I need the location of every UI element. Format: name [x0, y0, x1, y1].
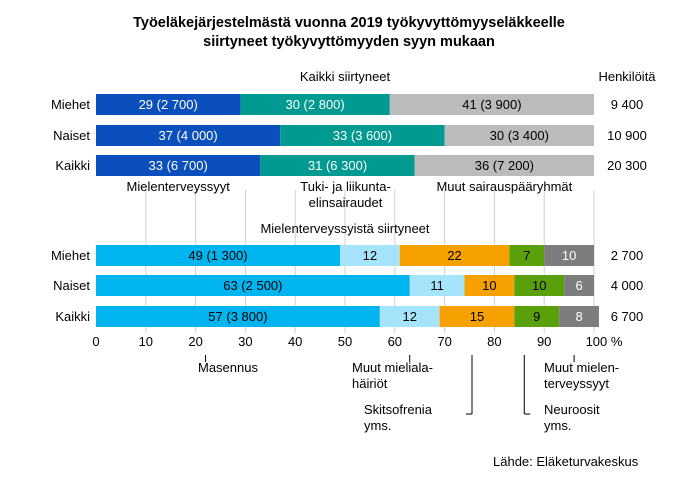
data-label: 22 [447, 248, 461, 263]
category-label: Kaikki [55, 158, 90, 173]
legend-label: elinsairaudet [309, 195, 383, 210]
data-label: 12 [363, 248, 377, 263]
x-tick-label: 40 [288, 334, 302, 349]
x-tick-label: 50 [338, 334, 352, 349]
callout-label: yms. [364, 418, 391, 433]
data-label: 10 [482, 278, 496, 293]
data-label: 33 (3 600) [333, 128, 392, 143]
x-tick-label: 80 [487, 334, 501, 349]
data-label: 37 (4 000) [158, 128, 217, 143]
data-label: 11 [430, 278, 444, 293]
count-value: 2 700 [611, 248, 644, 263]
x-tick-label: 60 [388, 334, 402, 349]
bar-segment [389, 94, 594, 115]
bar-segment [96, 125, 281, 146]
x-tick-label: 100 % [586, 334, 623, 349]
callout-label: häiriöt [352, 376, 388, 391]
bar-segment [464, 275, 515, 296]
data-label: 10 [532, 278, 546, 293]
count-header: Henkilöitä [598, 69, 656, 84]
bar-segment [409, 275, 465, 296]
data-label: 8 [575, 309, 582, 324]
count-value: 6 700 [611, 309, 644, 324]
panel-subtitle: Kaikki siirtyneet [300, 69, 391, 84]
data-label: 30 (2 800) [285, 97, 344, 112]
data-label: 31 (6 300) [308, 158, 367, 173]
bar-segment [509, 245, 545, 266]
data-label: 10 [562, 248, 576, 263]
bar-segment [559, 306, 599, 327]
bar-segment [514, 306, 560, 327]
data-label: 49 (1 300) [188, 248, 247, 263]
source-note: Lähde: Eläketurvakeskus [493, 454, 639, 469]
bar-segment [399, 245, 510, 266]
x-tick-label: 20 [188, 334, 202, 349]
data-label: 41 (3 900) [462, 97, 521, 112]
panel-subtitle: Mielenterveyssyistä siirtyneet [260, 221, 429, 236]
bar-segment [544, 245, 594, 266]
category-label: Naiset [53, 128, 90, 143]
bar-segment [514, 275, 565, 296]
bar-segment [96, 245, 341, 266]
data-label: 7 [523, 248, 530, 263]
chart-title: Työeläkejärjestelmästä vuonna 2019 työky… [0, 14, 698, 52]
bar-segment [439, 306, 515, 327]
data-label: 63 (2 500) [223, 278, 282, 293]
data-label: 15 [470, 309, 484, 324]
x-tick-label: 90 [537, 334, 551, 349]
data-label: 57 (3 800) [208, 309, 267, 324]
bar-segment [96, 94, 241, 115]
x-tick-label: 30 [238, 334, 252, 349]
callout-label: Masennus [198, 360, 258, 375]
legend-label: Tuki- ja liikunta- [300, 179, 391, 194]
x-tick-label: 0 [92, 334, 99, 349]
callout-label: Muut mielen- [544, 360, 619, 375]
data-label: 29 (2 700) [139, 97, 198, 112]
legend-label: Mielenterveyssyyt [127, 179, 231, 194]
legend-label: Muut sairauspääryhmät [436, 179, 572, 194]
count-value: 9 400 [611, 97, 644, 112]
bar-segment [444, 125, 594, 146]
callout-label: Muut mieliala- [352, 360, 433, 375]
bar-segment [379, 306, 440, 327]
category-label: Kaikki [55, 309, 90, 324]
data-label: 33 (6 700) [149, 158, 208, 173]
chart-title-line-1: Työeläkejärjestelmästä vuonna 2019 työky… [133, 15, 565, 31]
count-value: 4 000 [611, 278, 644, 293]
chart-title-line-2: siirtyneet työkyvyttömyyden syyn mukaan [203, 34, 495, 50]
count-value: 20 300 [607, 158, 647, 173]
bar-segment [240, 94, 390, 115]
bar-segment [96, 155, 261, 176]
callout-label: yms. [544, 418, 571, 433]
data-label: 30 (3 400) [490, 128, 549, 143]
data-label: 9 [533, 309, 540, 324]
bar-segment [564, 275, 594, 296]
bar-segment [414, 155, 594, 176]
bar-segment [96, 306, 380, 327]
callout-label: Neuroosit [544, 402, 600, 417]
category-label: Naiset [53, 278, 90, 293]
x-tick-label: 70 [437, 334, 451, 349]
count-value: 10 900 [607, 128, 647, 143]
bar-segment [260, 155, 415, 176]
category-label: Miehet [51, 97, 90, 112]
callout-label: terveyssyyt [544, 376, 609, 391]
bar-segment [96, 275, 410, 296]
category-label: Miehet [51, 248, 90, 263]
bar-segment [340, 245, 400, 266]
x-tick-label: 10 [139, 334, 153, 349]
callout-label: Skitsofrenia [364, 402, 433, 417]
data-label: 12 [403, 309, 417, 324]
data-label: 6 [575, 278, 582, 293]
data-label: 36 (7 200) [475, 158, 534, 173]
bar-segment [280, 125, 445, 146]
